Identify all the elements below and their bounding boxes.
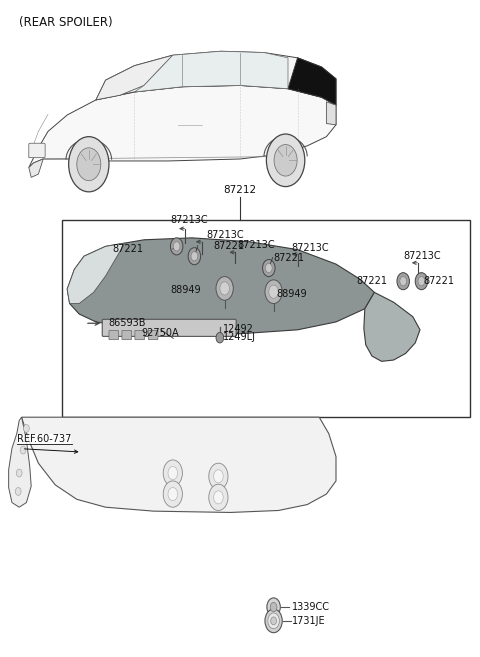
Circle shape [216,277,233,300]
Text: 87212: 87212 [223,185,257,195]
FancyBboxPatch shape [29,143,45,158]
Text: 88949: 88949 [276,288,307,299]
Polygon shape [29,85,336,168]
Circle shape [168,487,178,501]
FancyBboxPatch shape [109,330,119,340]
Text: 88949: 88949 [170,285,201,296]
Polygon shape [22,417,336,512]
Polygon shape [67,238,374,334]
Circle shape [173,242,180,251]
Circle shape [268,613,279,629]
Text: 87213C: 87213C [238,240,275,250]
Text: 87213C: 87213C [403,252,441,261]
Circle shape [266,134,305,187]
Circle shape [265,280,282,304]
FancyBboxPatch shape [122,330,132,340]
Polygon shape [288,58,336,105]
Bar [62,220,470,417]
Circle shape [209,484,228,510]
Text: 1249LJ: 1249LJ [223,332,256,342]
Text: 87221: 87221 [357,276,388,286]
Text: 12492: 12492 [223,325,254,334]
Text: 87213C: 87213C [170,215,208,225]
FancyBboxPatch shape [135,330,144,340]
Circle shape [214,470,223,483]
Text: 92750A: 92750A [142,328,179,338]
Circle shape [274,145,297,176]
Circle shape [163,481,182,507]
Text: 86593B: 86593B [108,318,145,328]
Circle shape [168,466,178,480]
Polygon shape [134,51,288,92]
Text: 1731JE: 1731JE [292,616,325,626]
Circle shape [188,248,201,265]
Text: 87213C: 87213C [206,230,244,240]
Polygon shape [67,243,125,304]
Text: 87213C: 87213C [292,243,329,253]
Circle shape [267,598,280,616]
Circle shape [220,282,229,295]
Circle shape [20,446,26,454]
Circle shape [24,424,29,432]
Text: 87221: 87221 [423,276,455,286]
Polygon shape [96,55,173,100]
Polygon shape [9,417,31,507]
Circle shape [216,332,224,343]
Circle shape [163,460,182,486]
FancyBboxPatch shape [148,330,158,340]
Polygon shape [29,159,43,177]
Circle shape [69,137,109,192]
Text: (REAR SPOILER): (REAR SPOILER) [19,16,113,30]
Text: 1339CC: 1339CC [292,602,330,612]
Text: 87221: 87221 [274,252,305,263]
Polygon shape [96,51,336,105]
Circle shape [263,260,275,277]
Circle shape [400,277,407,286]
Text: 87221: 87221 [112,244,143,254]
Circle shape [15,487,21,495]
Circle shape [269,285,278,298]
Circle shape [191,252,198,261]
Circle shape [16,469,22,477]
Circle shape [265,263,272,273]
Circle shape [170,238,183,255]
Circle shape [265,609,282,633]
Circle shape [271,617,276,625]
Circle shape [415,273,428,290]
Circle shape [209,463,228,489]
FancyBboxPatch shape [102,319,236,336]
Text: REF.60-737: REF.60-737 [17,434,71,444]
Circle shape [397,273,409,290]
Text: 87221: 87221 [214,240,245,251]
Polygon shape [326,102,336,125]
Polygon shape [364,292,420,361]
Circle shape [77,148,101,181]
Circle shape [270,602,277,612]
Circle shape [418,277,425,286]
Circle shape [214,491,223,504]
